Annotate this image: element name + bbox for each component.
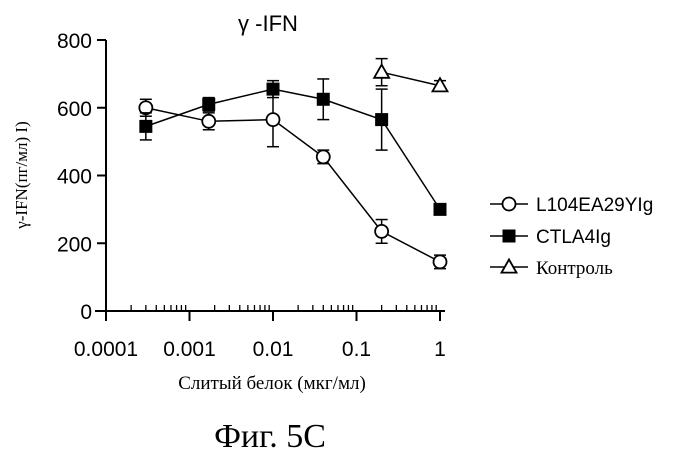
data-point — [374, 65, 389, 78]
y-axis-label: γ-IFN(пг/мл) I) — [12, 121, 31, 230]
data-point — [202, 98, 215, 111]
series-l104ea29yig — [139, 93, 446, 269]
y-tick-label: 0 — [80, 301, 92, 324]
legend-marker — [503, 198, 516, 211]
x-tick-label: 0.1 — [342, 338, 371, 361]
data-point — [267, 113, 280, 126]
x-ticks: 0.0001 0.001 0.01 0.1 1 — [74, 305, 446, 361]
data-point — [375, 113, 388, 126]
y-tick-label: 600 — [57, 98, 92, 121]
y-tick-label: 200 — [57, 233, 92, 256]
x-tick-label: 0.0001 — [74, 338, 138, 361]
data-point — [202, 115, 215, 128]
series-line — [146, 89, 440, 209]
legend: L104EA29YIg CTLA4Ig Контроль — [490, 195, 653, 279]
series-line — [146, 108, 440, 262]
series-- — [374, 59, 447, 92]
data-point — [267, 83, 280, 96]
series-line — [382, 72, 440, 86]
series-ctla4ig — [139, 79, 446, 216]
x-tick-label: 0.01 — [253, 338, 294, 361]
y-ticks: 0 200 400 600 800 — [57, 30, 106, 324]
data-point — [375, 225, 388, 238]
data-point — [139, 120, 152, 133]
y-tick-label: 800 — [57, 30, 92, 53]
figure-caption: Фиг. 5C — [214, 418, 326, 455]
legend-label: Контроль — [536, 258, 613, 279]
figure: γ -IFN 0 200 400 600 800 0.0001 0.001 0.01 0.1 1… — [0, 0, 699, 458]
data-point — [317, 93, 330, 106]
legend-label: L104EA29YIg — [536, 195, 653, 216]
data-point — [434, 203, 447, 216]
legend-marker — [503, 230, 516, 243]
x-tick-label: 1 — [434, 338, 446, 361]
data-point — [317, 150, 330, 163]
data-point — [434, 255, 447, 268]
legend-marker — [502, 260, 517, 273]
chart-title: γ -IFN — [238, 11, 298, 36]
x-tick-label: 0.001 — [163, 338, 216, 361]
legend-label: CTLA4Ig — [536, 227, 611, 248]
y-tick-label: 400 — [57, 166, 92, 189]
data-series — [139, 59, 447, 269]
x-axis-label: Слитый белок (мкг/мл) — [178, 373, 366, 394]
